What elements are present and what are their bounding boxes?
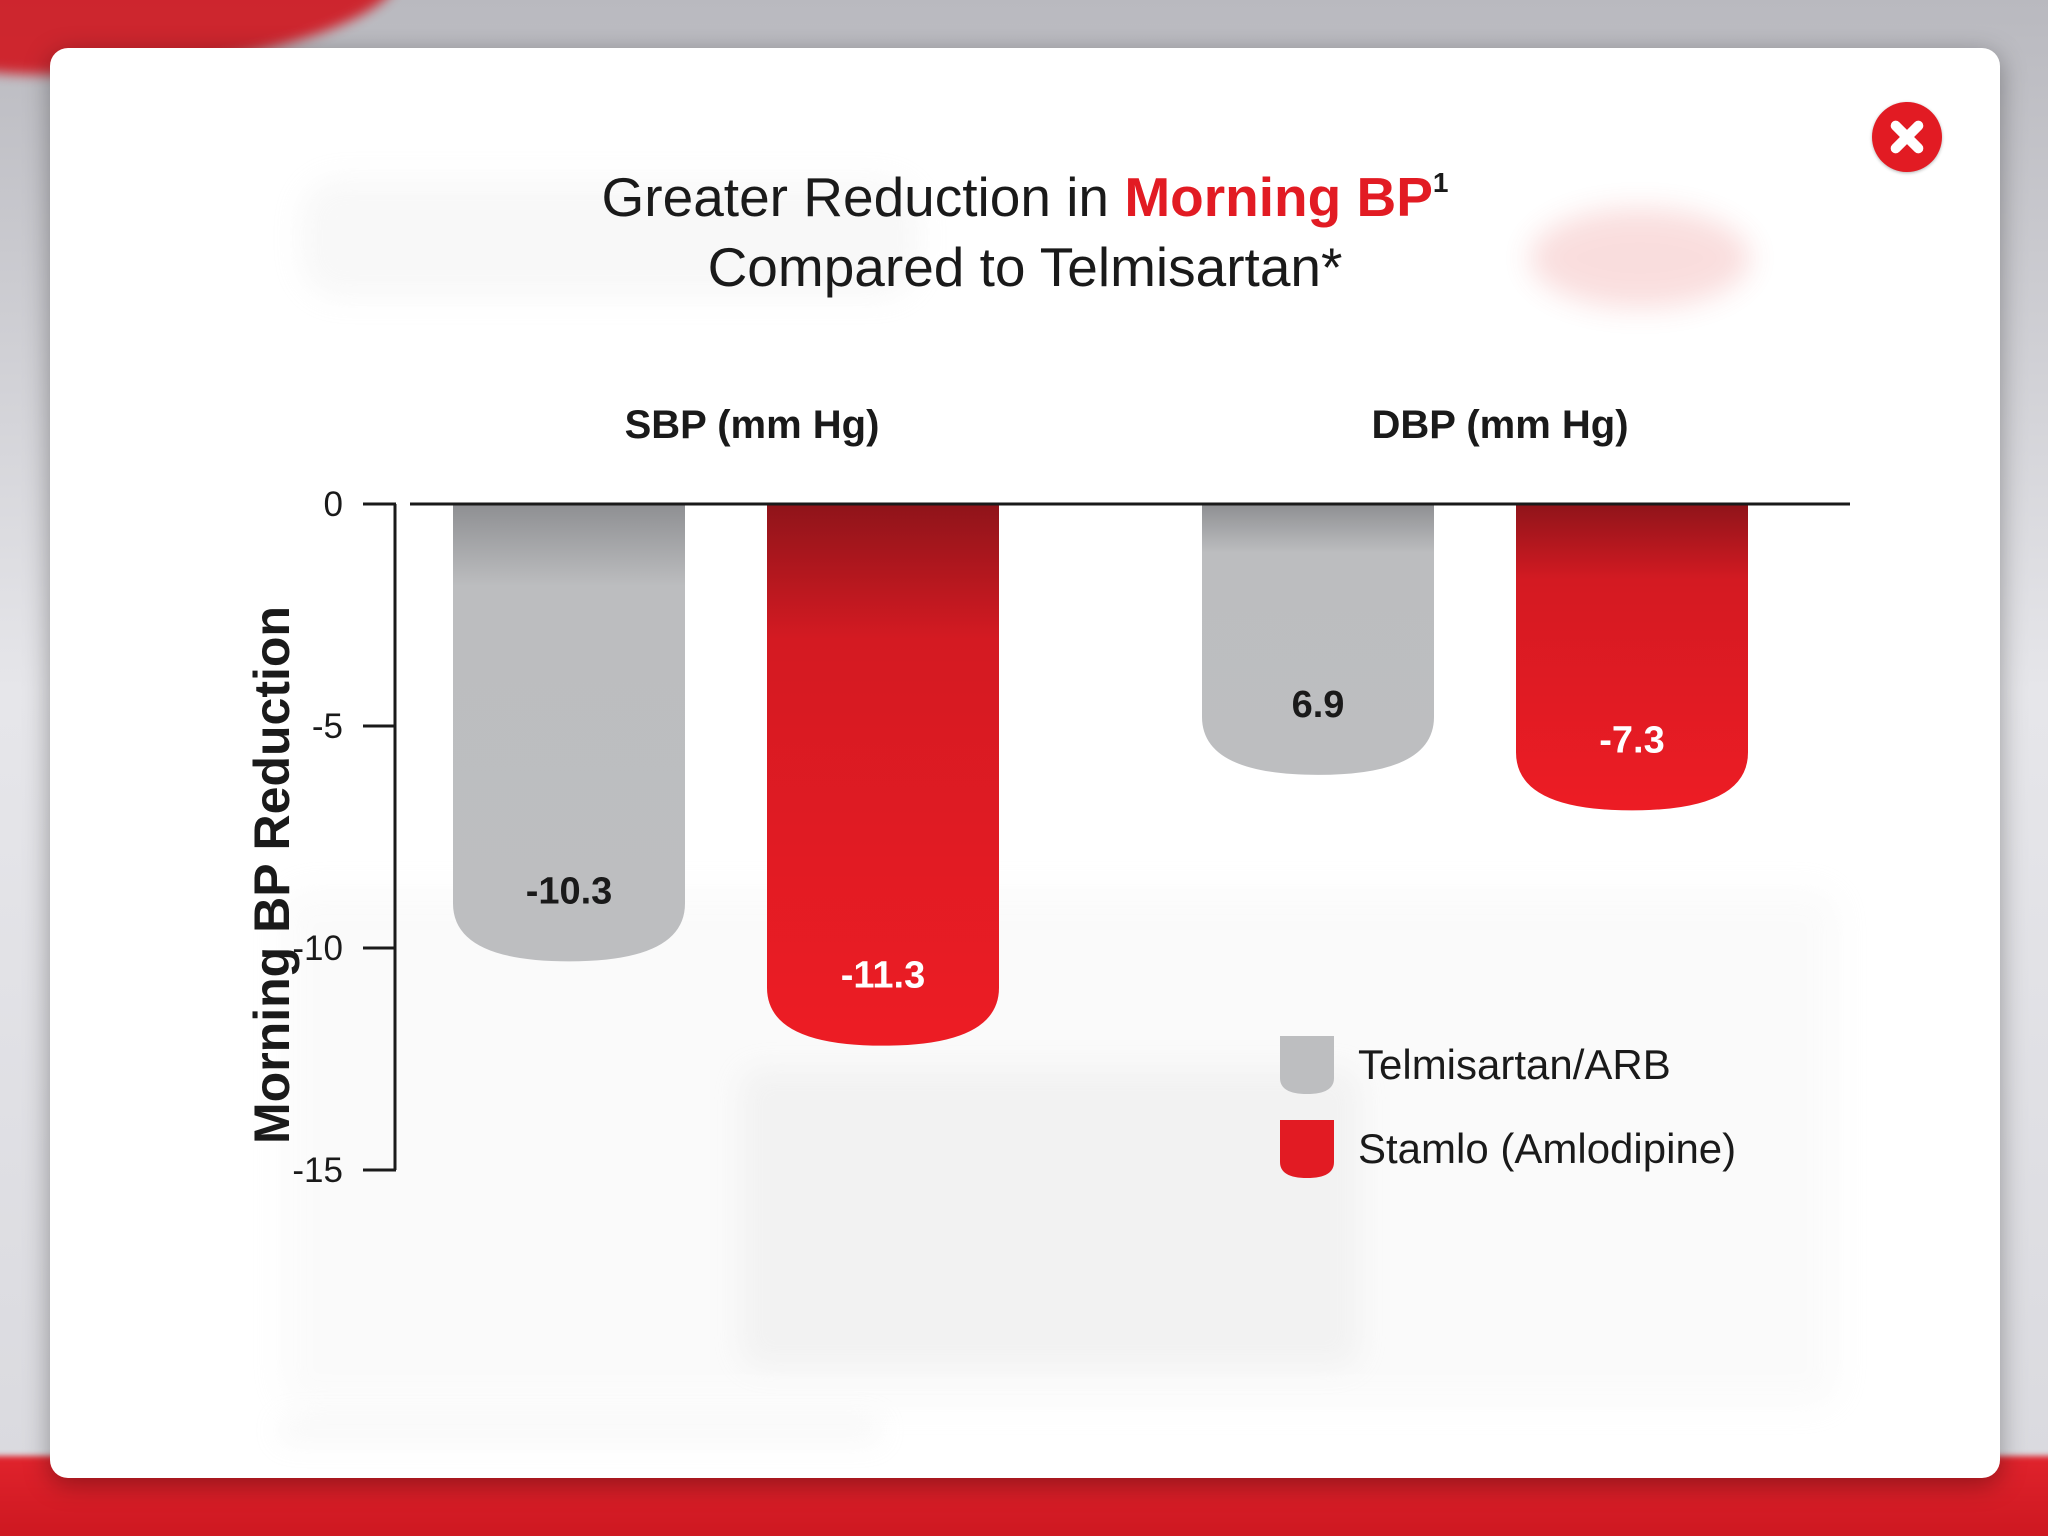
modal-title: Greater Reduction in Morning BP1 Compare…	[50, 148, 2000, 302]
close-button[interactable]	[1872, 102, 1942, 172]
y-axis-label: Morning BP Reduction	[244, 606, 300, 1144]
axis-layer: Morning BP Reduction 0 -5 -10 -15 SBP (mm Hg…	[244, 403, 1850, 1190]
bar-stamlo-dbp	[1516, 504, 1748, 811]
legend-label: Stamlo (Amlodipine)	[1358, 1125, 1736, 1172]
bar-telmisartan-dbp	[1202, 504, 1434, 775]
y-tick-label: -15	[292, 1151, 343, 1190]
legend: Telmisartan/ARB Stamlo (Amlodipine)	[1280, 1036, 1736, 1178]
title-prefix: Greater Reduction in	[601, 166, 1125, 228]
bar-telmisartan-sbp	[453, 504, 685, 962]
category-label: DBP (mm Hg)	[1371, 403, 1628, 447]
bp-reduction-chart: -10.3 6.9 -11.3 -7.3 Morning BP Reduction 0…	[244, 403, 1850, 1190]
legend-swatch	[1280, 1120, 1334, 1178]
y-tick-label: -5	[312, 707, 343, 746]
bar-stamlo-sbp	[767, 504, 999, 1046]
y-tick-label: 0	[324, 485, 343, 524]
bar-value-label: -7.3	[1599, 719, 1664, 761]
bars-layer: -10.3 6.9 -11.3 -7.3	[453, 504, 1748, 1046]
title-line-2: Compared to Telmisartan*	[707, 236, 1343, 298]
chart-modal: Greater Reduction in Morning BP1 Compare…	[50, 48, 2000, 1478]
category-label: SBP (mm Hg)	[625, 403, 880, 447]
legend-swatch	[1280, 1036, 1334, 1094]
title-line-1: Greater Reduction in Morning BP1	[50, 148, 2000, 232]
bar-value-label: 6.9	[1292, 684, 1345, 726]
y-tick-label: -10	[292, 929, 343, 968]
bar-value-label: -11.3	[841, 955, 926, 997]
legend-label: Telmisartan/ARB	[1358, 1041, 1671, 1088]
title-footnote-marker: 1	[1432, 167, 1449, 198]
title-highlight: Morning BP	[1124, 166, 1433, 228]
bar-value-label: -10.3	[526, 870, 613, 912]
